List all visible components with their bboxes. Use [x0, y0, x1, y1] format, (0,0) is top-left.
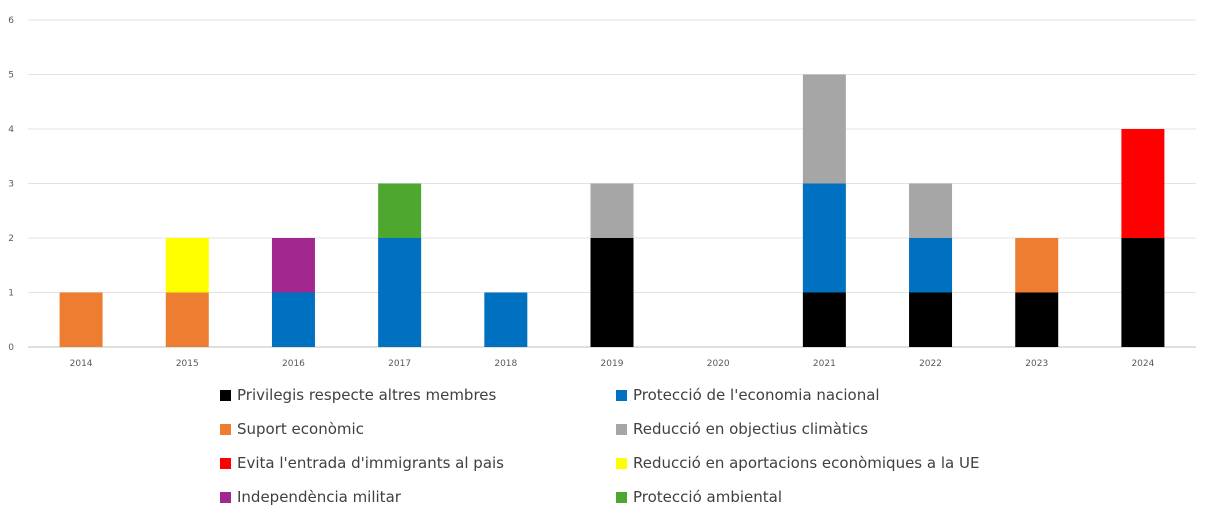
legend-swatch — [220, 423, 231, 435]
y-tick-label: 1 — [8, 289, 14, 299]
legend-label: Suport econòmic — [237, 420, 364, 438]
bars — [59, 74, 1165, 347]
legend-item: Protecció de l'economia nacional — [616, 386, 880, 404]
stacked-bar-chart: 0 1 2 3 4 5 6 2014 2015 2016 2017 2018 2019 2020 2021… — [8, 16, 1196, 369]
y-axis-ticks: 0 1 2 3 4 5 6 — [8, 16, 14, 353]
legend-item: Privilegis respecte altres membres — [220, 386, 496, 404]
bar-segment — [271, 292, 315, 347]
bar-segment — [909, 238, 953, 293]
x-tick-label: 2023 — [1025, 359, 1048, 369]
bar-segment — [378, 183, 422, 238]
bar-segment — [802, 292, 846, 347]
bar-segment — [59, 292, 103, 347]
legend-label: Protecció ambiental — [633, 488, 782, 506]
legend-swatch — [616, 457, 627, 469]
x-axis-ticks: 2014 2015 2016 2017 2018 2019 2020 2021 2022 2023… — [70, 359, 1155, 369]
legend-swatch — [616, 491, 627, 503]
legend-label: Reducció en objectius climàtics — [633, 420, 869, 438]
legend-label: Reducció en aportacions econòmiques a la… — [633, 454, 980, 472]
x-tick-label: 2019 — [601, 359, 624, 369]
x-tick-label: 2021 — [813, 359, 836, 369]
bar-segment — [165, 292, 209, 347]
x-tick-label: 2024 — [1131, 359, 1154, 369]
legend-label: Protecció de l'economia nacional — [633, 386, 880, 404]
legend-item: Reducció en objectius climàtics — [616, 420, 868, 438]
x-tick-label: 2018 — [494, 359, 517, 369]
bar-segment — [590, 238, 634, 347]
y-tick-label: 0 — [8, 343, 14, 353]
legend-swatch — [220, 457, 231, 469]
legend-swatch — [220, 491, 231, 503]
bar-segment — [590, 183, 634, 238]
bar-segment — [1121, 238, 1165, 347]
legend-swatch — [616, 389, 627, 401]
legend-swatch — [616, 423, 627, 435]
x-tick-label: 2020 — [707, 359, 730, 369]
y-tick-label: 2 — [8, 234, 14, 244]
x-tick-label: 2016 — [282, 359, 305, 369]
x-tick-label: 2017 — [388, 359, 411, 369]
x-tick-label: 2014 — [70, 359, 93, 369]
legend-label: Evita l'entrada d'immigrants al pais — [237, 454, 504, 472]
legend-item: Protecció ambiental — [616, 488, 782, 506]
y-tick-label: 3 — [8, 180, 14, 190]
legend-item: Independència militar — [220, 488, 401, 506]
bar-segment — [1121, 129, 1165, 238]
legend-item: Suport econòmic — [220, 420, 364, 438]
legend-label: Independència militar — [237, 488, 401, 506]
bar-segment — [909, 292, 953, 347]
legend-item: Reducció en aportacions econòmiques a la… — [616, 454, 979, 472]
legend-swatch — [220, 389, 231, 401]
legend-label: Privilegis respecte altres membres — [237, 386, 497, 404]
bar-segment — [165, 238, 209, 293]
y-tick-label: 6 — [8, 16, 14, 26]
bar-segment — [909, 183, 953, 238]
bar-segment — [484, 292, 528, 347]
bar-segment — [802, 183, 846, 293]
legend-item: Evita l'entrada d'immigrants al pais — [220, 454, 504, 472]
bar-segment — [378, 238, 422, 347]
y-tick-label: 4 — [8, 125, 14, 135]
y-tick-label: 5 — [8, 71, 14, 81]
bar-segment — [1015, 292, 1059, 347]
bar-segment — [1015, 238, 1059, 293]
x-tick-label: 2015 — [176, 359, 199, 369]
bar-segment — [271, 238, 315, 293]
x-tick-label: 2022 — [919, 359, 942, 369]
bar-segment — [802, 74, 846, 184]
